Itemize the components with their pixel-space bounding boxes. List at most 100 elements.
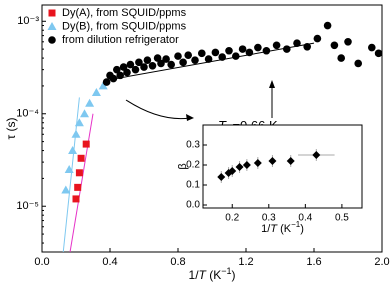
- marker: [116, 71, 124, 80]
- marker: [135, 58, 143, 67]
- marker: [148, 62, 157, 70]
- y-tick-label: 0.3: [186, 140, 200, 151]
- marker: [312, 151, 321, 159]
- x-label-part: 1/: [261, 223, 271, 235]
- marker: [143, 56, 152, 64]
- y-tick-label: 10⁻³: [17, 15, 39, 27]
- marker: [374, 49, 383, 58]
- marker: [272, 41, 281, 50]
- annotation-arrowhead: [269, 80, 275, 88]
- marker: [235, 163, 244, 171]
- y-tick-label: 0.2: [186, 160, 200, 171]
- x-tick-label: 1.2: [238, 256, 253, 268]
- marker: [61, 185, 71, 194]
- inset-arrowhead: [186, 114, 194, 121]
- x-label-part: T: [199, 268, 208, 282]
- x-tick-label: 2.0: [374, 256, 389, 268]
- marker: [253, 159, 262, 167]
- marker: [293, 39, 301, 47]
- marker: [140, 63, 148, 71]
- x-label-part: T: [270, 223, 278, 235]
- x-tick-label: 0.2: [225, 213, 239, 224]
- x-label-part: (K: [277, 223, 292, 235]
- marker: [204, 55, 213, 63]
- marker: [368, 43, 376, 52]
- marker: [303, 42, 312, 51]
- marker: [262, 46, 271, 55]
- marker: [157, 59, 165, 68]
- y-tick-label: 10⁻⁴: [16, 108, 39, 120]
- marker: [64, 164, 74, 173]
- marker: [167, 60, 175, 69]
- plot-frame: [202, 124, 363, 209]
- legend-label: Dy(B), from SQUID/ppms: [62, 20, 187, 32]
- marker: [198, 49, 206, 58]
- marker: [330, 41, 339, 50]
- y-tick-label: 0.0: [186, 200, 200, 211]
- marker: [354, 59, 363, 68]
- marker: [228, 167, 237, 175]
- inset-arrow: [125, 99, 191, 120]
- x-label-part: −1: [291, 220, 301, 229]
- marker: [174, 52, 182, 60]
- marker: [91, 87, 101, 96]
- x-tick-label: 0.5: [335, 213, 349, 224]
- marker: [126, 60, 135, 69]
- marker: [71, 129, 81, 138]
- y-tick-label: 10⁻⁵: [16, 200, 39, 212]
- marker: [162, 55, 170, 63]
- marker: [82, 140, 90, 148]
- marker: [218, 53, 226, 61]
- x-tick-label: 1.6: [306, 256, 321, 268]
- x-label-part: ): [300, 223, 304, 235]
- marker: [102, 78, 111, 86]
- fit-line: [69, 113, 94, 253]
- marker: [238, 45, 247, 53]
- marker: [113, 65, 121, 74]
- x-tick-label: 0.4: [298, 213, 312, 224]
- marker: [109, 74, 118, 83]
- marker: [225, 46, 233, 55]
- marker: [74, 183, 82, 191]
- marker: [72, 195, 80, 203]
- marker: [48, 36, 56, 44]
- marker: [242, 161, 251, 169]
- legend-label: Dy(A), from SQUID/ppms: [62, 7, 187, 19]
- y-axis-label: τ (s): [4, 117, 18, 139]
- x-tick-label: 0.8: [170, 256, 185, 268]
- x-tick-label: 0.3: [262, 213, 276, 224]
- marker: [80, 109, 89, 118]
- marker: [98, 81, 108, 90]
- legend-label: from dilution refrigerator: [62, 34, 179, 46]
- marker: [268, 157, 277, 165]
- marker: [74, 118, 84, 127]
- marker: [217, 173, 226, 181]
- marker: [344, 38, 352, 46]
- marker: [77, 154, 85, 162]
- marker: [323, 21, 332, 30]
- marker: [48, 9, 56, 17]
- x-tick-label: 0.0: [34, 256, 49, 268]
- marker: [337, 54, 346, 62]
- marker: [184, 51, 192, 59]
- marker: [85, 98, 95, 107]
- marker: [211, 48, 220, 57]
- y-axis-label: β: [177, 163, 189, 169]
- x-label-part: 1/: [189, 268, 200, 282]
- marker: [283, 45, 291, 53]
- marker: [68, 146, 78, 155]
- marker: [191, 56, 199, 64]
- x-label-part: (K: [206, 268, 221, 282]
- x-label-part: ): [231, 268, 235, 282]
- x-label-part: −1: [221, 266, 231, 276]
- marker: [232, 52, 240, 60]
- x-tick-label: 0.4: [102, 256, 117, 268]
- marker: [254, 43, 262, 52]
- marker: [286, 157, 295, 165]
- marker: [179, 58, 187, 67]
- marker: [123, 68, 131, 77]
- marker: [245, 48, 254, 57]
- marker: [75, 169, 83, 177]
- x-axis-label: 1/T (K−1): [261, 220, 304, 235]
